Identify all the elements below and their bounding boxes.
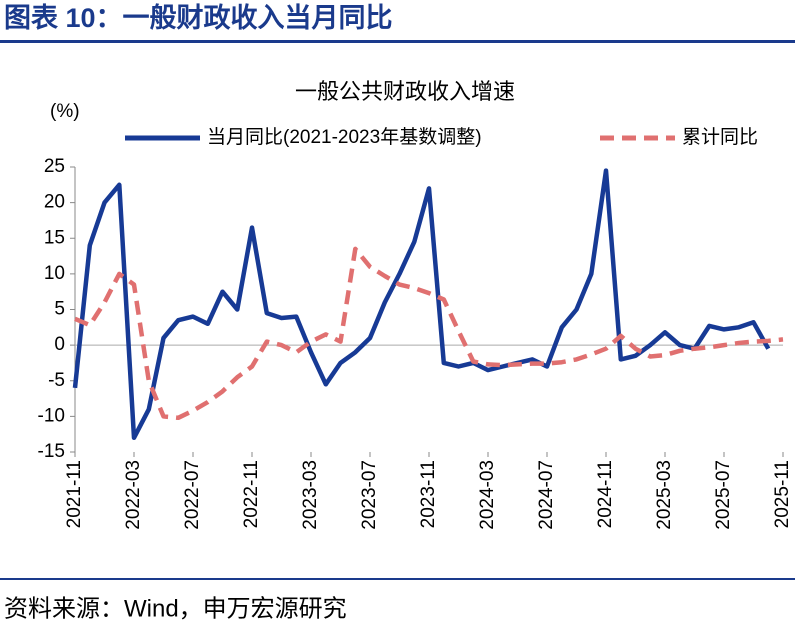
- y-tick-label: 0: [54, 334, 65, 355]
- series-line: [74, 246, 784, 421]
- footer-rule: [0, 578, 795, 580]
- x-tick-label: 2023-03: [300, 460, 321, 530]
- x-tick-label: 2024-11: [595, 460, 616, 528]
- x-tick-label: 2024-03: [477, 460, 498, 530]
- chart-title: 一般公共财政收入增速: [295, 79, 515, 104]
- x-tick-label: 2025-11: [772, 460, 793, 528]
- series-line: [72, 168, 771, 441]
- y-tick-label: 25: [44, 156, 65, 177]
- x-tick-label: 2023-11: [418, 460, 439, 528]
- y-tick-label: -10: [38, 405, 65, 426]
- x-tick-label: 2024-07: [536, 460, 557, 530]
- y-axis-label: (%): [50, 101, 80, 122]
- x-tick-label: 2022-07: [182, 460, 203, 530]
- x-tick-label: 2022-03: [123, 460, 144, 530]
- y-tick-label: 5: [54, 299, 65, 320]
- legend-label: 累计同比: [682, 126, 758, 148]
- x-tick-label: 2023-07: [359, 460, 380, 530]
- y-tick-label: 15: [44, 227, 65, 248]
- x-tick-label: 2025-07: [713, 460, 734, 530]
- header-rule: [0, 40, 795, 43]
- legend-label: 当月同比(2021-2023年基数调整): [207, 126, 482, 148]
- x-tick-label: 2021-11: [64, 460, 85, 528]
- y-tick-label: -5: [48, 370, 65, 391]
- header-title: 图表 10：一般财政收入当月同比: [4, 2, 393, 33]
- source: 资料来源：Wind，申万宏源研究: [4, 595, 347, 622]
- y-tick-label: 10: [44, 263, 65, 284]
- x-tick-label: 2022-11: [241, 460, 262, 528]
- x-tick-label: 2025-03: [654, 460, 675, 530]
- y-tick-label: 20: [44, 192, 65, 213]
- y-tick-label: -15: [38, 441, 65, 462]
